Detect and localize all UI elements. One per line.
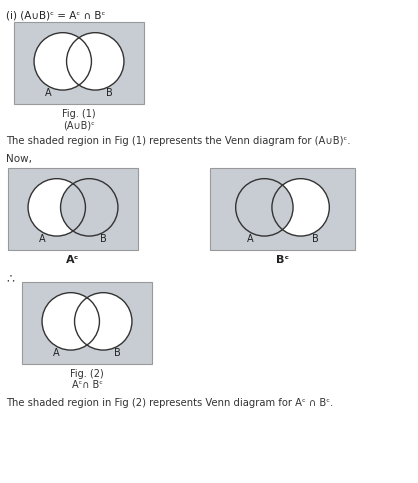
Circle shape <box>74 293 132 350</box>
Circle shape <box>61 179 118 236</box>
Circle shape <box>34 33 92 90</box>
Circle shape <box>28 179 85 236</box>
Circle shape <box>272 179 329 236</box>
Circle shape <box>42 293 99 350</box>
Text: The shaded region in Fig (2) represents Venn diagram for Aᶜ ∩ Bᶜ.: The shaded region in Fig (2) represents … <box>6 398 333 408</box>
Text: Aᶜ: Aᶜ <box>66 255 79 265</box>
Bar <box>210 168 355 250</box>
Bar <box>14 22 144 104</box>
Text: Aᶜ∩ Bᶜ: Aᶜ∩ Bᶜ <box>71 380 102 390</box>
Text: B: B <box>100 234 107 244</box>
Bar <box>8 168 138 250</box>
Text: ∴: ∴ <box>6 272 14 285</box>
Text: (A∪B)ᶜ: (A∪B)ᶜ <box>63 120 95 130</box>
Text: Bᶜ: Bᶜ <box>276 255 289 265</box>
Text: (i) (A∪B)ᶜ = Aᶜ ∩ Bᶜ: (i) (A∪B)ᶜ = Aᶜ ∩ Bᶜ <box>6 10 105 20</box>
Circle shape <box>236 179 293 236</box>
Text: A: A <box>45 88 52 99</box>
Text: A: A <box>247 234 253 244</box>
Text: Now,: Now, <box>6 154 32 164</box>
Text: B: B <box>311 234 319 244</box>
Text: A: A <box>53 348 60 358</box>
Circle shape <box>66 33 124 90</box>
Bar <box>22 282 152 364</box>
Text: B: B <box>114 348 121 358</box>
Text: The shaded region in Fig (1) represents the Venn diagram for (A∪B)ᶜ.: The shaded region in Fig (1) represents … <box>6 136 351 146</box>
Text: Fig. (1): Fig. (1) <box>62 109 96 119</box>
Text: B: B <box>106 88 113 99</box>
Text: A: A <box>39 234 46 244</box>
Text: Fig. (2): Fig. (2) <box>70 369 104 379</box>
